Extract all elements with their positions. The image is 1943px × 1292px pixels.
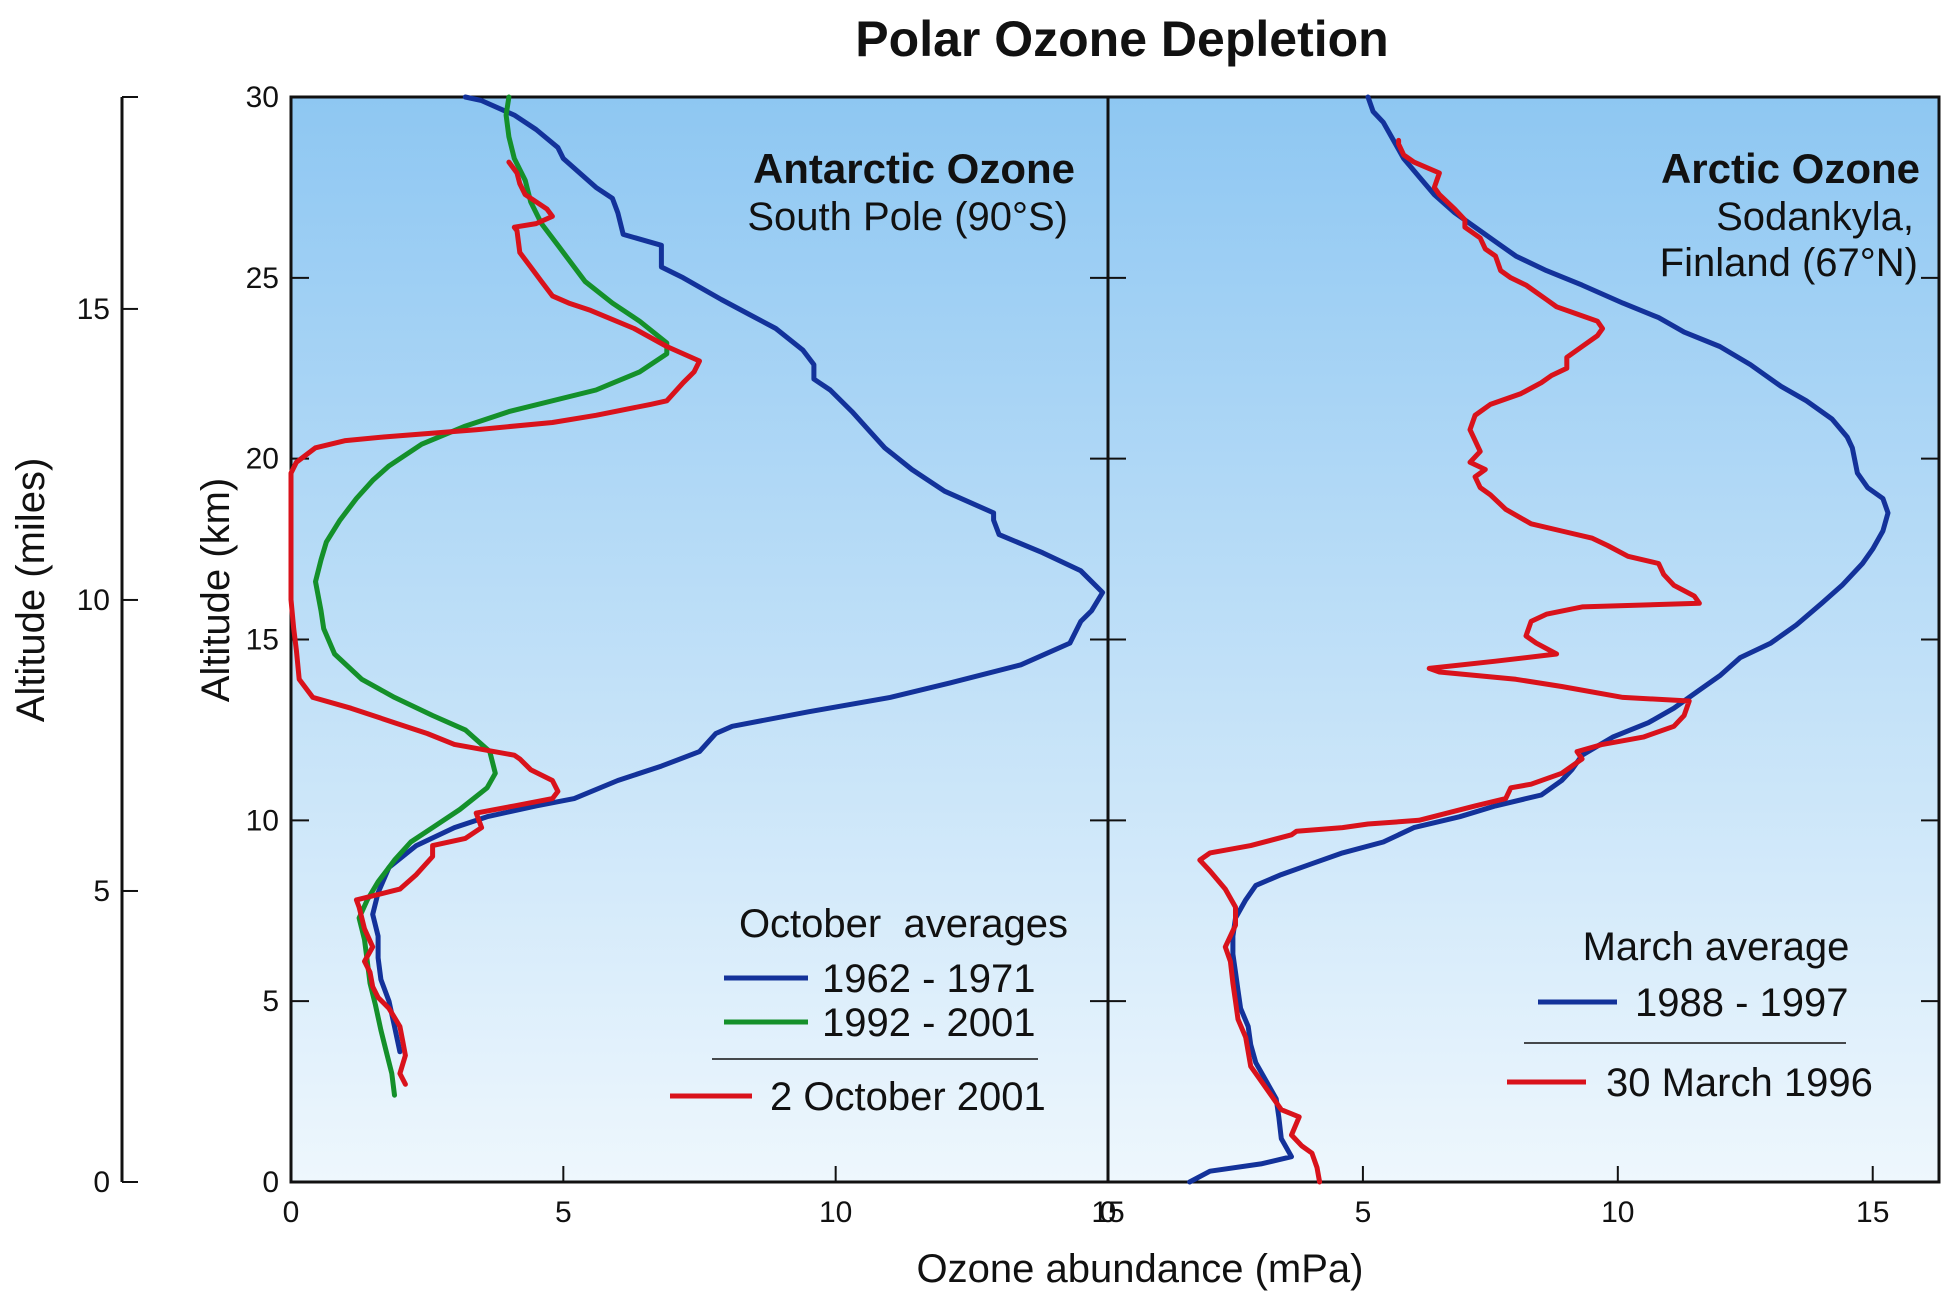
x-tick-label: 15	[1091, 1196, 1124, 1229]
arctic-legend: March average 1988 - 1997 30 March 1996	[1507, 925, 1873, 1105]
arctic-plot-area	[1108, 97, 1939, 1182]
miles-tick-label: 10	[77, 584, 110, 617]
km-tick-label: 25	[246, 262, 279, 295]
arctic-subtitle-line1: Sodankyla,	[1716, 195, 1914, 239]
arctic-subtitle-line2: Finland (67°N)	[1660, 241, 1918, 285]
antarctic-subtitle: South Pole (90°S)	[747, 195, 1068, 239]
miles-axis-label: Altitude (miles)	[9, 458, 53, 723]
km-tick-label: 0	[262, 1166, 279, 1199]
km-axis-ticks: 0 5 10 15 20 25 30	[246, 81, 1939, 1199]
x-tick-label: 5	[555, 1196, 572, 1229]
arctic-legend-heading: March average	[1583, 925, 1850, 969]
miles-tick-label: 5	[93, 875, 110, 908]
legend-label-30-march-1996: 30 March 1996	[1606, 1061, 1873, 1105]
chart-title: Polar Ozone Depletion	[855, 11, 1388, 67]
miles-tick-label: 0	[93, 1166, 110, 1199]
antarctic-plot-area	[291, 97, 1108, 1182]
series-layer	[288, 94, 1891, 1185]
x-tick-label: 5	[1355, 1196, 1372, 1229]
legend-label-1988-1997: 1988 - 1997	[1635, 981, 1849, 1025]
km-axis-label: Altitude (km)	[194, 478, 238, 703]
antarctic-legend-heading: October averages	[739, 902, 1068, 946]
km-tick-label: 10	[246, 804, 279, 837]
x-axis-ticks: 0 5 10 150 5 10 15	[283, 1166, 1889, 1229]
antarctic-title: Antarctic Ozone	[753, 145, 1075, 192]
km-tick-label: 5	[262, 985, 279, 1018]
x-axis-label: Ozone abundance (mPa)	[917, 1247, 1364, 1291]
x-tick-label: 10	[819, 1196, 852, 1229]
x-tick-label: 0	[1100, 1196, 1117, 1229]
legend-label-1992-2001: 1992 - 2001	[822, 1001, 1036, 1045]
x-tick-label: 0	[283, 1196, 300, 1229]
arctic-title: Arctic Ozone	[1661, 145, 1920, 192]
legend-label-1962-1971: 1962 - 1971	[822, 957, 1036, 1001]
x-tick-label: 10	[1601, 1196, 1634, 1229]
km-tick-label: 30	[246, 81, 279, 114]
km-tick-label: 15	[246, 624, 279, 657]
legend-label-2-october-2001: 2 October 2001	[770, 1075, 1046, 1119]
x-tick-label: 15	[1856, 1196, 1889, 1229]
miles-tick-label: 15	[77, 293, 110, 326]
antarctic-series-2-october-2001	[288, 159, 702, 1087]
km-tick-label: 20	[246, 443, 279, 476]
antarctic-series-1962-1971	[370, 94, 1106, 1055]
arctic-series-30-march-1996	[1197, 137, 1702, 1185]
miles-axis-ticks: 0 5 10 15	[77, 96, 138, 1199]
arctic-series-1988-1997	[1187, 94, 1891, 1185]
antarctic-legend: October averages 1962 - 1971 1992 - 2001…	[670, 902, 1068, 1119]
